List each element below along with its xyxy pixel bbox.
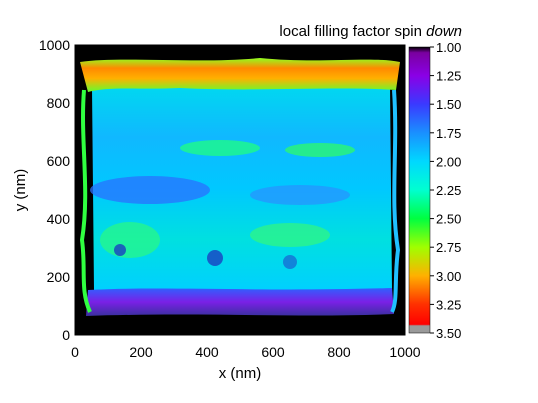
y-tick-label: 800 xyxy=(47,95,71,111)
plot-frame xyxy=(74,44,406,336)
x-axis: 0 200 400 600 800 1000 xyxy=(71,45,421,360)
colorbar-tick-label: 2.75 xyxy=(436,240,461,255)
plot-area xyxy=(75,45,405,335)
colorbar-tick-label: 2.50 xyxy=(436,212,461,227)
chart-title-emphasis: down xyxy=(426,23,462,40)
y-axis-title: y (nm) xyxy=(12,169,29,212)
heatmap-bottom-band xyxy=(86,288,394,316)
y-tick-label: 400 xyxy=(47,211,71,227)
x-tick-label: 1000 xyxy=(389,344,420,360)
colorbar-tick-label: 3.50 xyxy=(436,326,461,341)
heatmap-interior-features xyxy=(90,140,355,269)
chart-title: local filling factor spin down xyxy=(279,23,462,40)
colorbar-tick-label: 1.50 xyxy=(436,97,461,112)
colorbar-tick-label: 2.00 xyxy=(436,154,461,169)
heatmap-top-band xyxy=(80,58,400,92)
colorbar-tick-label: 2.25 xyxy=(436,183,461,198)
heatmap-right-edge xyxy=(390,89,401,313)
x-axis-title: x (nm) xyxy=(219,365,262,382)
y-tick-label: 600 xyxy=(47,153,71,169)
y-tick-label: 1000 xyxy=(39,37,70,53)
colorbar-tick-label: 1.75 xyxy=(436,126,461,141)
colorbar-tick-label: 1.25 xyxy=(436,69,461,84)
colorbar-ticks: 1.00 1.25 1.50 1.75 2.00 2.25 2.50 2.75 3.00 3.25… xyxy=(430,40,461,341)
chart-title-main: local filling factor spin xyxy=(279,23,426,40)
x-tick-label: 800 xyxy=(327,344,351,360)
y-tick-label: 200 xyxy=(47,269,71,285)
x-tick-label: 0 xyxy=(71,344,79,360)
colorbar-tick-label: 3.00 xyxy=(436,269,461,284)
x-tick-label: 400 xyxy=(195,344,219,360)
heatmap-left-edge xyxy=(79,89,92,313)
colorbar xyxy=(408,46,431,334)
x-tick-label: 600 xyxy=(261,344,285,360)
x-tick-label: 200 xyxy=(129,344,153,360)
y-axis: 0 200 400 600 800 1000 xyxy=(39,37,405,343)
y-tick-label: 0 xyxy=(62,327,70,343)
colorbar-tick-label: 3.25 xyxy=(436,297,461,312)
colorbar-tick-label: 1.00 xyxy=(436,40,461,55)
